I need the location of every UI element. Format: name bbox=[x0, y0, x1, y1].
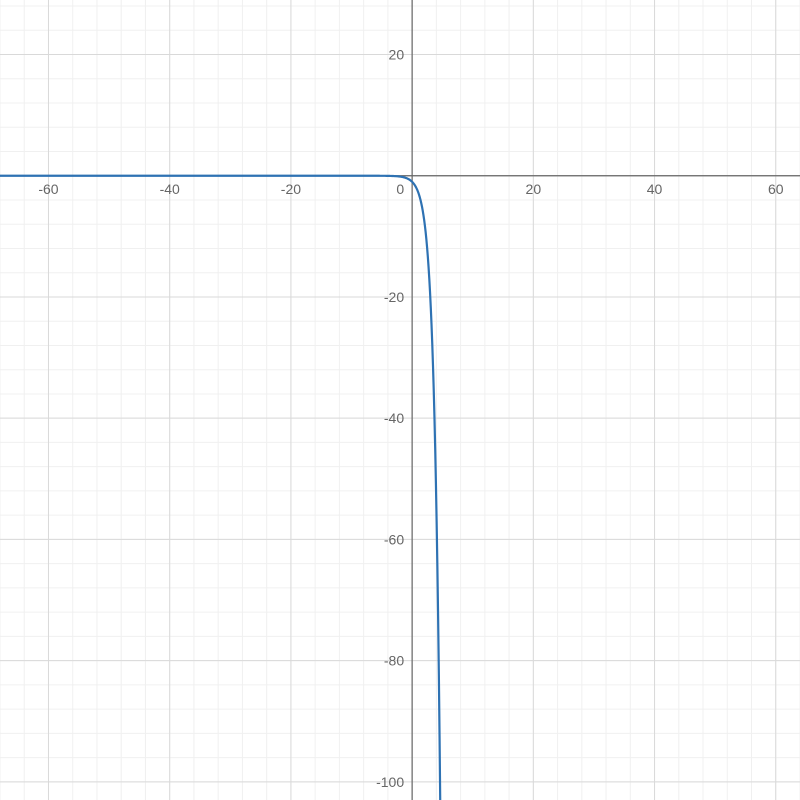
x-tick-label: -60 bbox=[38, 181, 58, 197]
y-tick-label: -60 bbox=[384, 531, 404, 547]
y-tick-label: -40 bbox=[384, 410, 404, 426]
x-tick-label: 0 bbox=[396, 181, 404, 197]
y-tick-label: -80 bbox=[384, 653, 404, 669]
x-tick-label: -40 bbox=[160, 181, 180, 197]
x-tick-label: -20 bbox=[281, 181, 301, 197]
function-graph: -60 -40 -20 0 20 40 60 20 -20 -40 -60 -80 -100 bbox=[0, 0, 800, 800]
y-tick-label: -100 bbox=[376, 774, 404, 790]
y-tick-label: 20 bbox=[389, 47, 405, 63]
x-tick-label: 20 bbox=[526, 181, 542, 197]
x-tick-label: 60 bbox=[768, 181, 784, 197]
y-tick-label: -20 bbox=[384, 289, 404, 305]
x-tick-label: 40 bbox=[647, 181, 663, 197]
